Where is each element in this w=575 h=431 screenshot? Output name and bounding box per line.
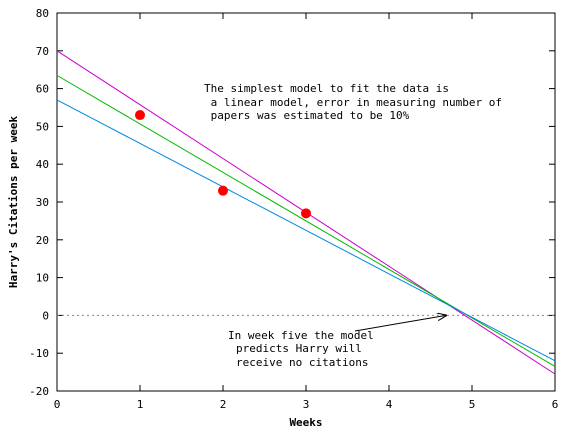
y-axis-ticks: -20 -10 0 10 20 30 40 50 60 70 80 [29,7,555,398]
data-point-1 [135,110,145,121]
annotation-model-description-line-2: a linear model, error in measuring numbe… [204,96,502,109]
x-tick-label: 3 [303,398,310,411]
x-axis-label: Weeks [289,416,322,429]
annotation-week-five-line-1: In week five the model [228,329,374,342]
y-tick-label: 50 [36,120,49,133]
y-axis-label: Harry's Citations per week [7,116,20,289]
annotation-arrow [354,315,446,332]
x-tick-label: 4 [386,398,393,411]
x-tick-label: 1 [137,398,144,411]
y-tick-label: 30 [36,196,49,209]
y-tick-label: 10 [36,272,49,285]
scatter-points-layer [135,110,311,219]
annotation-model-description-line-3: papers was estimated to be 10% [204,109,410,122]
annotation-week-five-line-2: predicts Harry will [236,342,362,355]
annotation-week-five-line-3: receive no citations [236,356,368,369]
x-axis-ticks: 0 1 2 3 4 5 6 [54,13,559,411]
x-tick-label: 2 [220,398,227,411]
data-point-3 [301,208,311,219]
x-tick-label: 0 [54,398,61,411]
x-tick-label: 5 [469,398,476,411]
x-tick-label: 6 [552,398,559,411]
y-tick-label: -10 [29,347,49,360]
annotation-week-five: In week five the model predicts Harry wi… [228,315,446,369]
y-tick-label: 60 [36,83,49,96]
series-line-2 [56,74,556,367]
y-tick-label: 20 [36,234,49,247]
annotation-model-description: The simplest model to fit the data is a … [204,82,502,122]
y-tick-label: 0 [42,309,49,322]
annotation-model-description-line-1: The simplest model to fit the data is [204,82,449,95]
y-tick-label: -20 [29,385,49,398]
data-point-2 [218,185,228,196]
series-line-3 [56,99,556,362]
y-tick-label: 40 [36,158,49,171]
y-tick-label: 80 [36,7,49,20]
y-tick-label: 70 [36,45,49,58]
